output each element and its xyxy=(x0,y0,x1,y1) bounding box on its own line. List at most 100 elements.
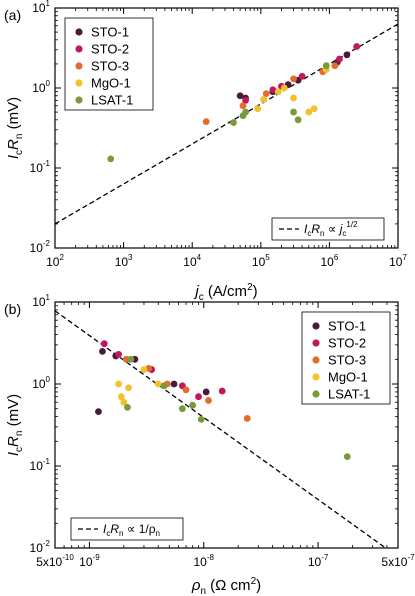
legend: STO-1 STO-2 STO-3 MgO-1 LSAT-1 xyxy=(64,17,154,111)
data-point xyxy=(269,86,277,94)
x-tick-label: 5x10-10 xyxy=(36,553,74,569)
y-tick-base: 10 xyxy=(30,241,44,255)
x-axis-symbol: ρ xyxy=(191,577,201,594)
x-axis-unit: (Ω cm xyxy=(206,577,251,594)
x-tick-label: 105 xyxy=(252,253,270,269)
x-tick-label: 103 xyxy=(115,253,133,269)
x-axis-unit-close: ) xyxy=(256,577,261,594)
x-axis-label: jc (A/cm2) xyxy=(193,282,257,303)
x-tick-exponent: 2 xyxy=(59,253,64,262)
fit-i: I xyxy=(103,522,107,536)
x-tick-exponent: -7 xyxy=(407,553,415,562)
y-axis-label: IcRn (mV) xyxy=(5,394,25,456)
legend-marker xyxy=(75,79,83,87)
data-point xyxy=(260,96,268,103)
legend-label: LSAT-1 xyxy=(91,93,133,108)
data-point xyxy=(336,55,343,63)
data-point xyxy=(236,92,244,100)
x-tick-base: 10 xyxy=(320,255,334,269)
x-axis-unit: (A/cm xyxy=(204,283,247,300)
panel-label: (b) xyxy=(4,301,21,317)
data-point xyxy=(254,105,262,113)
x-tick-exponent: 7 xyxy=(402,253,407,262)
data-point xyxy=(124,403,131,411)
data-point xyxy=(160,382,168,390)
y-axis-symbol-i: I xyxy=(5,452,22,456)
y-tick-base: 10 xyxy=(32,295,46,309)
x-tick-label: 10-9 xyxy=(79,553,100,569)
data-point xyxy=(202,118,210,126)
data-points xyxy=(95,340,351,461)
y-tick-base: 10 xyxy=(32,81,46,95)
y-axis-sub-n: n xyxy=(14,431,25,437)
fit-legend-label: IcRn ∝ jc1/2 xyxy=(304,220,358,238)
plot-frame xyxy=(54,7,399,249)
x-tick-exponent: 6 xyxy=(334,253,339,262)
legend-marker xyxy=(312,390,320,398)
x-tick-base: 10 xyxy=(194,555,208,569)
y-tick-exponent: 1 xyxy=(46,293,51,302)
panel-b: 5x10-10 10-9 10-8 10-7 5x10-710-210-1100101(… xyxy=(4,293,415,596)
y-tick-label: 100 xyxy=(32,375,50,391)
legend-marker xyxy=(312,322,320,330)
data-point xyxy=(239,102,247,110)
fit-relation: ∝ xyxy=(324,222,339,236)
x-tick-label: 10-8 xyxy=(194,553,215,569)
y-tick-exponent: 1 xyxy=(46,0,51,8)
x-tick-base: 10 xyxy=(389,255,403,269)
y-tick-exponent: -1 xyxy=(43,457,51,466)
data-point xyxy=(242,108,249,116)
y-tick-base: 10 xyxy=(30,161,44,175)
x-axis-subscript: c xyxy=(199,292,204,303)
series-lsat-1 xyxy=(124,355,351,461)
x-tick-label: 106 xyxy=(320,253,338,269)
legend-label: STO-2 xyxy=(91,42,129,57)
data-point xyxy=(280,84,288,92)
data-point xyxy=(343,453,351,461)
y-tick-exponent: 0 xyxy=(46,79,51,88)
y-tick-exponent: 0 xyxy=(46,375,51,384)
data-point xyxy=(154,380,162,388)
y-tick-exponent: -1 xyxy=(43,159,51,168)
fit-r: R xyxy=(311,222,320,236)
data-point xyxy=(95,408,102,416)
fit-i: I xyxy=(304,222,308,236)
y-axis-symbol-r: R xyxy=(5,139,22,150)
x-tick-base: 10 xyxy=(79,555,93,569)
panel-label: (a) xyxy=(4,7,21,23)
y-axis-sub-n: n xyxy=(14,134,25,140)
data-point xyxy=(294,116,302,124)
x-tick-base: 10 xyxy=(183,255,197,269)
y-axis-label: IcRn (mV) xyxy=(5,97,25,159)
data-point xyxy=(243,415,251,422)
x-tick-exponent: -10 xyxy=(62,553,74,562)
data-point xyxy=(107,155,115,163)
data-point xyxy=(262,90,270,98)
y-tick-exponent: -2 xyxy=(43,539,51,548)
fit-j-sup: 1/2 xyxy=(346,220,358,229)
fit-legend: IcRn ∝ jc1/2 xyxy=(271,217,385,241)
data-point xyxy=(115,350,123,358)
data-point xyxy=(343,51,351,59)
y-axis-unit: (mV) xyxy=(5,394,22,431)
legend-marker xyxy=(312,356,320,364)
data-point xyxy=(290,75,297,83)
y-tick-base: 10 xyxy=(32,377,46,391)
data-point xyxy=(197,416,205,423)
fit-i-sub: c xyxy=(106,529,110,538)
y-tick-exponent: -2 xyxy=(43,239,51,248)
fit-line xyxy=(55,310,387,548)
fit-legend-box xyxy=(271,217,385,241)
legend-label: STO-1 xyxy=(91,25,129,40)
fit-legend: IcRn ∝ 1/ρn xyxy=(70,517,184,541)
data-point xyxy=(120,398,128,406)
data-point xyxy=(100,340,108,348)
data-point xyxy=(127,355,135,363)
y-tick-label: 10-1 xyxy=(30,159,51,175)
x-tick-exponent: 4 xyxy=(197,253,202,262)
series-sto-2 xyxy=(242,43,361,104)
data-point xyxy=(125,384,132,392)
fit-legend-label: IcRn ∝ 1/ρn xyxy=(103,522,160,538)
